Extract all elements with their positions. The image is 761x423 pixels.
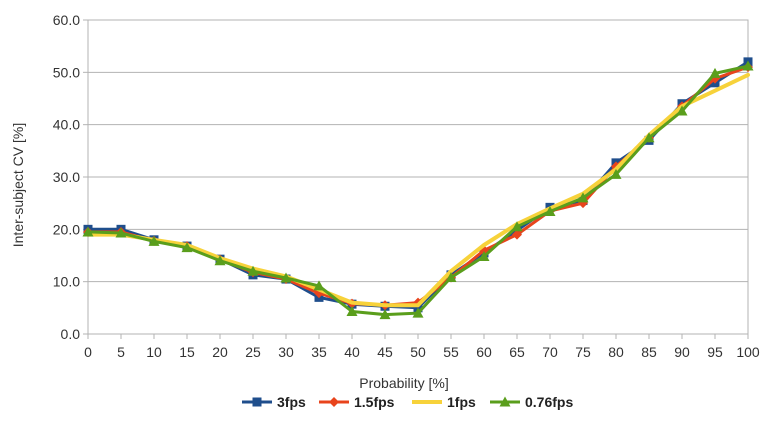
x-tick-label: 35 xyxy=(311,344,327,360)
x-tick-label: 55 xyxy=(443,344,459,360)
y-tick-label: 60.0 xyxy=(53,12,80,28)
x-axis: 0 5 10 15 20 25 30 35 40 45 50 55 60 65 70 75 80 85 90 95 10… xyxy=(84,334,760,360)
legend-item-1fps: 1fps xyxy=(412,394,476,410)
legend-item-3fps: 3fps xyxy=(242,394,306,410)
y-tick-label: 30.0 xyxy=(53,169,80,185)
data-point-0.76fps xyxy=(82,226,94,237)
legend-label: 0.76fps xyxy=(525,394,573,410)
data-point-0.76fps xyxy=(412,307,424,318)
data-point-0.76fps xyxy=(742,60,754,71)
data-point-0.76fps xyxy=(709,67,721,78)
series-1.5fps xyxy=(83,62,753,311)
legend-item-0.76fps: 0.76fps xyxy=(490,394,573,410)
x-axis-title: Probability [%] xyxy=(359,375,448,391)
x-tick-label: 30 xyxy=(278,344,294,360)
data-point-0.76fps xyxy=(247,265,259,276)
data-point-0.76fps xyxy=(643,132,655,143)
legend: 3fps 1.5fps 1fps 0.76fps xyxy=(242,394,573,410)
data-point-1.5fps xyxy=(512,229,522,240)
x-tick-label: 75 xyxy=(575,344,591,360)
series-line-1.5fps xyxy=(86,65,750,307)
data-point-0.76fps xyxy=(313,280,325,291)
x-tick-label: 60 xyxy=(476,344,492,360)
legend-marker xyxy=(329,397,339,407)
x-tick-label: 45 xyxy=(377,344,393,360)
x-tick-label: 5 xyxy=(117,344,125,360)
data-point-0.76fps xyxy=(511,221,523,232)
x-tick-label: 100 xyxy=(736,344,760,360)
x-tick-label: 95 xyxy=(707,344,723,360)
y-axis: 0.0 10.0 20.0 30.0 40.0 50.0 60.0 xyxy=(53,12,88,342)
data-point-0.76fps xyxy=(148,235,160,246)
x-tick-label: 20 xyxy=(212,344,228,360)
data-point-0.76fps xyxy=(115,227,127,238)
x-tick-label: 85 xyxy=(641,344,657,360)
x-tick-label: 50 xyxy=(410,344,426,360)
legend-label: 3fps xyxy=(277,394,306,410)
data-point-0.76fps xyxy=(346,305,358,316)
gridlines xyxy=(88,19,748,335)
legend-label: 1fps xyxy=(447,394,476,410)
legend-marker xyxy=(252,397,262,407)
y-tick-label: 10.0 xyxy=(53,274,80,290)
legend-marker xyxy=(499,396,511,407)
legend-item-1.5fps: 1.5fps xyxy=(319,394,395,410)
data-point-0.76fps xyxy=(181,242,193,253)
series-3fps xyxy=(83,57,753,313)
data-point-0.76fps xyxy=(280,272,292,283)
data-point-0.76fps xyxy=(676,105,688,116)
series-line-0.76fps xyxy=(86,64,750,317)
x-tick-label: 90 xyxy=(674,344,690,360)
series-layer xyxy=(82,57,754,320)
data-point-0.76fps xyxy=(610,168,622,179)
data-point-0.76fps xyxy=(544,206,556,217)
data-point-0.76fps xyxy=(478,251,490,262)
data-point-0.76fps xyxy=(214,255,226,266)
legend-label: 1.5fps xyxy=(354,394,395,410)
y-axis-title: Inter-subject CV [%] xyxy=(10,123,26,248)
series-line-3fps xyxy=(86,60,750,310)
x-tick-label: 10 xyxy=(146,344,162,360)
x-tick-label: 40 xyxy=(344,344,360,360)
x-tick-label: 25 xyxy=(245,344,261,360)
y-tick-label: 50.0 xyxy=(53,64,80,80)
series-1fps xyxy=(86,72,750,308)
y-tick-label: 20.0 xyxy=(53,221,80,237)
x-tick-label: 65 xyxy=(509,344,525,360)
x-tick-label: 0 xyxy=(84,344,92,360)
series-0.76fps xyxy=(82,60,754,320)
y-tick-label: 0.0 xyxy=(61,326,81,342)
data-point-0.76fps xyxy=(379,309,391,320)
data-point-0.76fps xyxy=(577,192,589,203)
data-point-0.76fps xyxy=(445,271,457,282)
series-line-1fps xyxy=(86,72,750,308)
x-tick-label: 15 xyxy=(179,344,195,360)
y-tick-label: 40.0 xyxy=(53,117,80,133)
x-tick-label: 80 xyxy=(608,344,624,360)
x-tick-label: 70 xyxy=(542,344,558,360)
